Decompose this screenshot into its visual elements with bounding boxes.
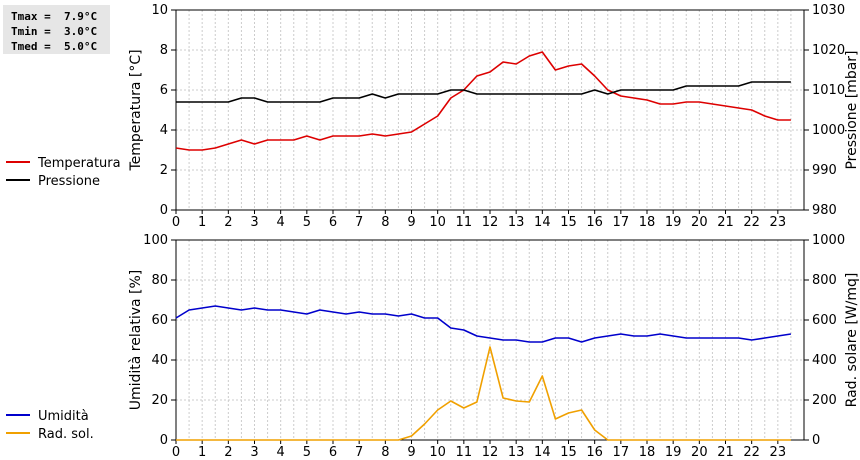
x-tick-label: 22 (743, 215, 760, 230)
x-tick-label: 8 (381, 445, 389, 460)
legend-label-rad-sol: Rad. sol. (38, 427, 94, 442)
y-left-tick-label: 20 (151, 393, 168, 408)
stat-tmax: Tmax = 7.9°C (11, 10, 98, 23)
x-tick-label: 4 (277, 445, 285, 460)
x-tick-label: 22 (743, 445, 760, 460)
y-left-tick-label: 4 (160, 123, 168, 138)
x-tick-label: 13 (508, 445, 525, 460)
x-tick-label: 4 (277, 215, 285, 230)
stats-box: Tmax = 7.9°C Tmin = 3.0°C Tmed = 5.0°C (3, 5, 110, 54)
x-tick-label: 5 (303, 215, 311, 230)
y-right-tick-label: 1020 (812, 43, 845, 58)
y-left-tick-label: 0 (160, 203, 168, 218)
x-tick-label: 10 (429, 215, 446, 230)
y-left-tick-label: 0 (160, 433, 168, 448)
legend-label-pressione: Pressione (38, 174, 100, 189)
y-right-tick-label: 1000 (812, 233, 845, 248)
x-tick-label: 15 (560, 445, 577, 460)
x-tick-label: 14 (534, 215, 551, 230)
series-line-pressione (176, 81, 791, 103)
x-tick-label: 18 (639, 445, 656, 460)
x-tick-label: 11 (456, 215, 473, 230)
x-tick-label: 18 (639, 215, 656, 230)
x-tick-label: 6 (329, 215, 337, 230)
y-right-tick-label: 1010 (812, 83, 845, 98)
y-left-tick-label: 10 (151, 3, 168, 18)
y-right-tick-label: 1000 (812, 123, 845, 138)
y-right-tick-label: 200 (812, 393, 837, 408)
x-tick-label: 21 (717, 445, 734, 460)
y-left-tick-label: 100 (143, 233, 168, 248)
x-tick-label: 19 (665, 215, 682, 230)
y-left-axis-title: Umidità relativa [%] (128, 270, 144, 411)
x-tick-label: 3 (250, 215, 258, 230)
y-right-axis-title: Pressione [mbar] (844, 50, 860, 169)
series-line-rad-sol (176, 346, 791, 441)
series-line-temperatura (175, 51, 791, 151)
x-tick-label: 7 (355, 215, 363, 230)
y-right-tick-label: 990 (812, 163, 837, 178)
x-tick-label: 17 (613, 445, 630, 460)
x-tick-label: 9 (407, 445, 415, 460)
x-tick-label: 8 (381, 215, 389, 230)
x-tick-label: 20 (691, 445, 708, 460)
x-tick-label: 15 (560, 215, 577, 230)
x-tick-label: 2 (224, 215, 232, 230)
x-tick-label: 16 (586, 215, 603, 230)
y-right-tick-label: 1030 (812, 3, 845, 18)
y-left-tick-label: 2 (160, 163, 168, 178)
x-tick-label: 1 (198, 445, 206, 460)
x-tick-label: 17 (613, 215, 630, 230)
x-tick-label: 1 (198, 215, 206, 230)
x-tick-label: 7 (355, 445, 363, 460)
y-right-tick-label: 800 (812, 273, 837, 288)
y-left-tick-label: 8 (160, 43, 168, 58)
stat-tmin: Tmin = 3.0°C (11, 25, 98, 38)
x-tick-label: 23 (770, 445, 787, 460)
x-tick-label: 2 (224, 445, 232, 460)
x-tick-label: 14 (534, 445, 551, 460)
legend-label-umidit: Umidità (38, 409, 89, 424)
x-tick-label: 12 (482, 445, 499, 460)
x-tick-label: 5 (303, 445, 311, 460)
x-tick-label: 9 (407, 215, 415, 230)
x-tick-label: 13 (508, 215, 525, 230)
x-tick-label: 0 (172, 445, 180, 460)
x-tick-label: 12 (482, 215, 499, 230)
x-tick-label: 21 (717, 215, 734, 230)
y-right-tick-label: 980 (812, 203, 837, 218)
y-left-axis-title: Temperatura [°C] (128, 49, 144, 171)
x-tick-label: 20 (691, 215, 708, 230)
y-left-tick-label: 6 (160, 83, 168, 98)
x-tick-label: 10 (429, 445, 446, 460)
y-left-tick-label: 80 (151, 273, 168, 288)
y-right-tick-label: 600 (812, 313, 837, 328)
x-tick-label: 23 (770, 215, 787, 230)
x-tick-label: 0 (172, 215, 180, 230)
y-right-axis-title: Rad. solare [W/mq] (844, 273, 860, 408)
x-tick-label: 6 (329, 445, 337, 460)
x-tick-label: 3 (250, 445, 258, 460)
y-right-tick-label: 400 (812, 353, 837, 368)
stat-tmed: Tmed = 5.0°C (11, 40, 98, 53)
series-line-umidit (175, 305, 792, 343)
y-right-tick-label: 0 (812, 433, 820, 448)
x-tick-label: 19 (665, 445, 682, 460)
y-left-tick-label: 40 (151, 353, 168, 368)
y-left-tick-label: 60 (151, 313, 168, 328)
legend-label-temperatura: Temperatura (37, 156, 121, 171)
x-tick-label: 11 (456, 445, 473, 460)
x-tick-label: 16 (586, 445, 603, 460)
